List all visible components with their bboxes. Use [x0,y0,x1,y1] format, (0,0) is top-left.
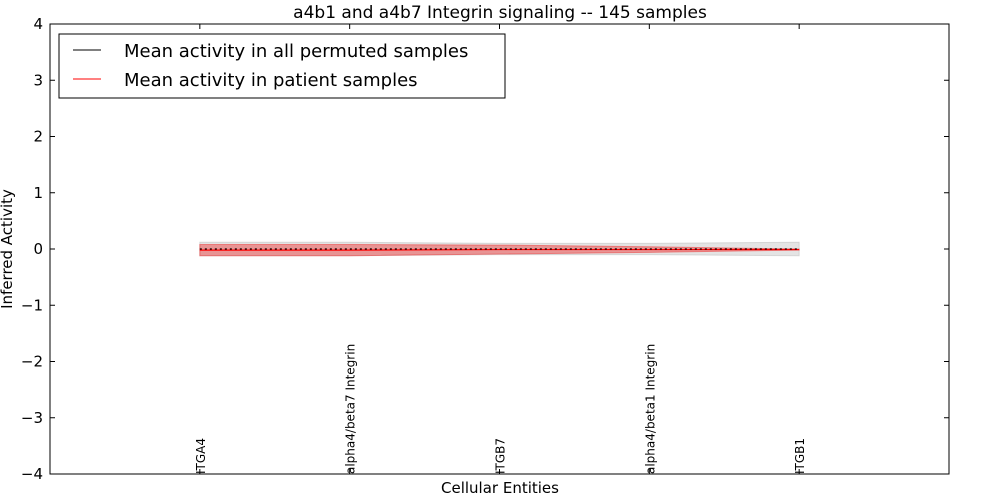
y-tick-label: −2 [21,353,43,371]
y-tick-label: 4 [33,15,43,33]
x-tick-label: alpha4/beta7 Integrin [344,344,358,474]
x-tick-label: ITGA4 [194,438,208,474]
x-axis-label: Cellular Entities [441,479,559,497]
y-tick-label: 3 [33,71,43,89]
y-tick-label: −1 [21,296,43,314]
legend-label-permuted: Mean activity in all permuted samples [124,41,468,62]
x-tick-label: ITGB7 [494,438,508,474]
legend-label-patient: Mean activity in patient samples [124,70,418,91]
y-tick-label: −4 [21,465,43,483]
y-tick-label: 0 [33,240,43,258]
chart-title: a4b1 and a4b7 Integrin signaling -- 145 … [293,3,707,23]
y-tick-label: −3 [21,409,43,427]
x-tick-label: ITGB1 [793,438,807,474]
legend-box [58,33,506,99]
legend: Mean activity in all permuted samples Me… [58,33,506,99]
y-tick-label: 1 [33,184,43,202]
y-axis-label: Inferred Activity [0,189,16,309]
x-tick-label: alpha4/beta1 Integrin [643,344,657,474]
y-tick-label: 2 [33,128,43,146]
line-patient [199,248,800,251]
